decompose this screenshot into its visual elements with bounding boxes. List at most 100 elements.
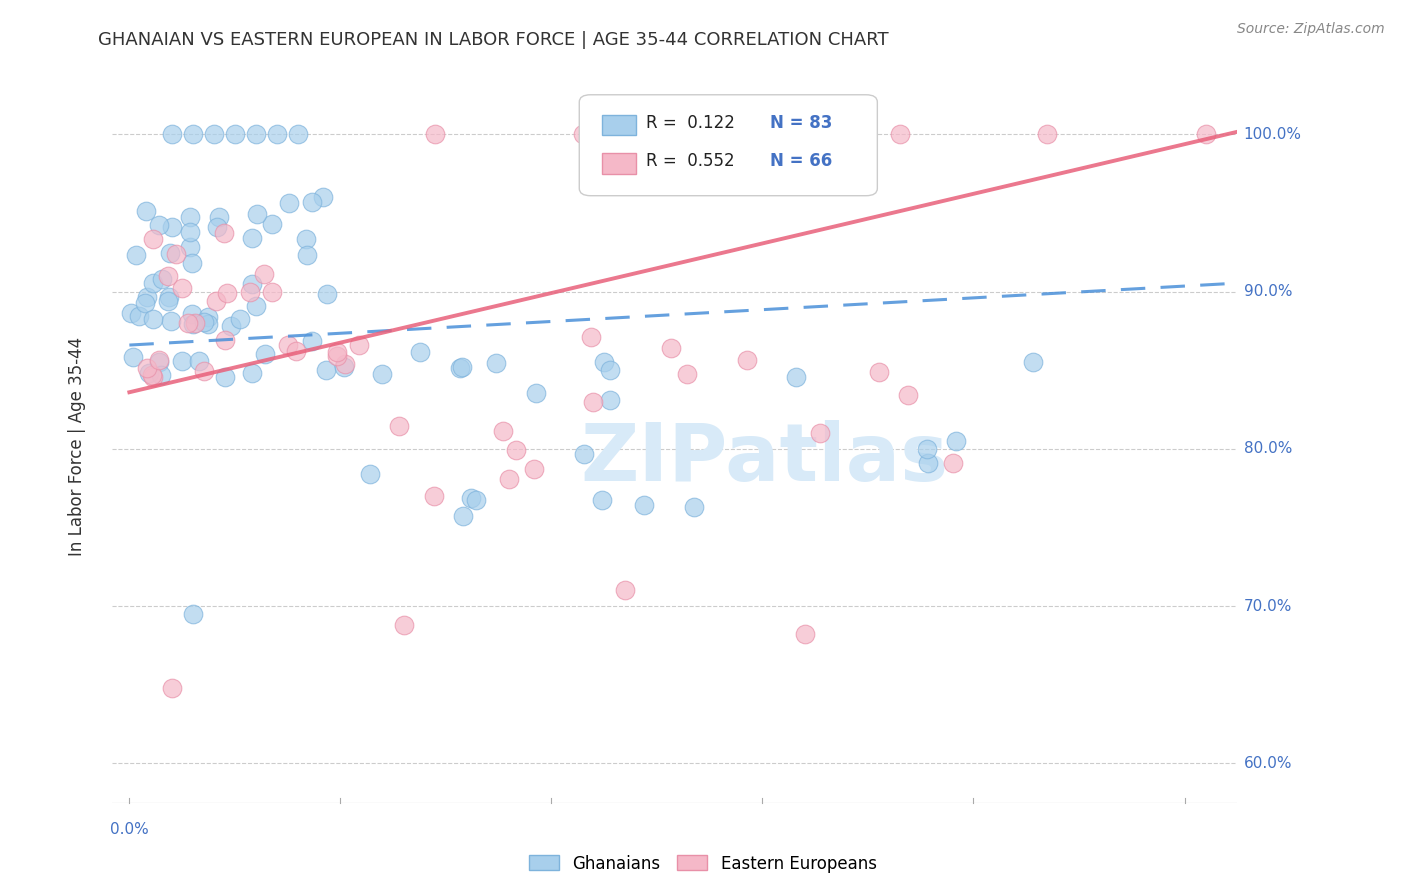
Point bbox=[184, 316, 207, 330]
Point bbox=[179, 225, 201, 239]
Text: GHANAIAN VS EASTERN EUROPEAN IN LABOR FORCE | AGE 35-44 CORRELATION CHART: GHANAIAN VS EASTERN EUROPEAN IN LABOR FO… bbox=[98, 31, 889, 49]
Point bbox=[229, 312, 252, 326]
Text: 80.0%: 80.0% bbox=[1244, 442, 1292, 457]
FancyBboxPatch shape bbox=[579, 95, 877, 195]
Point bbox=[242, 277, 264, 292]
Point bbox=[868, 365, 890, 379]
Text: 60.0%: 60.0% bbox=[1244, 756, 1292, 771]
Point bbox=[202, 128, 225, 142]
Point bbox=[160, 219, 183, 234]
Point bbox=[451, 360, 474, 375]
Point bbox=[1036, 128, 1059, 142]
Point bbox=[735, 352, 758, 367]
Point bbox=[347, 338, 370, 352]
Point bbox=[197, 310, 219, 325]
Point bbox=[505, 442, 527, 457]
Point bbox=[523, 461, 546, 475]
Text: N = 83: N = 83 bbox=[770, 113, 832, 131]
Point bbox=[464, 492, 486, 507]
Point bbox=[160, 314, 183, 328]
Point bbox=[599, 392, 621, 407]
Point bbox=[326, 349, 349, 363]
Point bbox=[136, 361, 159, 376]
Point bbox=[917, 456, 939, 470]
Point bbox=[889, 128, 911, 142]
Point bbox=[142, 276, 165, 290]
Point bbox=[633, 498, 655, 512]
Point bbox=[460, 491, 482, 505]
Point bbox=[301, 194, 323, 209]
Point bbox=[295, 248, 318, 262]
Point bbox=[682, 500, 704, 515]
Point bbox=[785, 369, 807, 384]
Point bbox=[136, 290, 159, 304]
Point bbox=[315, 363, 337, 377]
Point bbox=[180, 307, 202, 321]
Point bbox=[156, 294, 179, 309]
Point bbox=[148, 354, 170, 368]
Point bbox=[945, 434, 967, 449]
Point bbox=[659, 341, 682, 355]
Text: 70.0%: 70.0% bbox=[1244, 599, 1292, 614]
Point bbox=[157, 290, 180, 304]
Point bbox=[142, 311, 165, 326]
Point bbox=[253, 267, 276, 281]
Text: 100.0%: 100.0% bbox=[1244, 127, 1302, 142]
Point bbox=[214, 333, 236, 347]
Point bbox=[134, 296, 156, 310]
Point bbox=[593, 355, 616, 369]
Point bbox=[295, 232, 318, 246]
Point bbox=[121, 350, 143, 364]
Point bbox=[942, 456, 965, 470]
Point bbox=[1301, 128, 1323, 142]
Point bbox=[730, 128, 752, 142]
Point bbox=[449, 361, 471, 376]
Point bbox=[278, 196, 301, 211]
Point bbox=[135, 204, 157, 219]
Point bbox=[224, 128, 246, 142]
Point bbox=[181, 128, 204, 142]
Point bbox=[260, 285, 283, 299]
Point bbox=[245, 128, 267, 142]
Point bbox=[388, 419, 411, 434]
Point bbox=[808, 425, 831, 440]
Point bbox=[312, 190, 335, 204]
Legend: Ghanaians, Eastern Europeans: Ghanaians, Eastern Europeans bbox=[523, 848, 883, 880]
Text: Source: ZipAtlas.com: Source: ZipAtlas.com bbox=[1237, 22, 1385, 37]
Point bbox=[157, 268, 180, 283]
Text: R =  0.552: R = 0.552 bbox=[645, 153, 734, 170]
Point bbox=[498, 472, 520, 486]
Point bbox=[333, 357, 356, 371]
Point bbox=[142, 232, 165, 246]
Point bbox=[423, 489, 446, 503]
Point bbox=[141, 368, 163, 382]
Point bbox=[128, 309, 150, 323]
Point bbox=[1194, 128, 1216, 142]
Point bbox=[215, 286, 238, 301]
Point bbox=[453, 509, 475, 524]
Point bbox=[316, 287, 339, 301]
Point bbox=[332, 359, 354, 374]
Point bbox=[187, 354, 209, 368]
Point bbox=[177, 316, 200, 330]
Text: 90.0%: 90.0% bbox=[1244, 284, 1292, 299]
Point bbox=[253, 347, 276, 361]
Point bbox=[266, 128, 288, 142]
Point bbox=[214, 369, 236, 384]
Point bbox=[180, 256, 202, 270]
Point bbox=[301, 334, 323, 349]
Point bbox=[574, 447, 596, 461]
Point bbox=[240, 366, 263, 380]
Point bbox=[159, 245, 181, 260]
Point bbox=[409, 345, 432, 359]
Point bbox=[277, 338, 299, 352]
Point bbox=[524, 386, 547, 401]
Point bbox=[150, 272, 173, 286]
Point bbox=[208, 210, 231, 224]
Text: 0.0%: 0.0% bbox=[110, 822, 149, 837]
Point bbox=[165, 247, 187, 261]
Point bbox=[142, 370, 165, 384]
FancyBboxPatch shape bbox=[602, 114, 636, 135]
Point bbox=[239, 285, 262, 299]
Point bbox=[120, 305, 142, 319]
